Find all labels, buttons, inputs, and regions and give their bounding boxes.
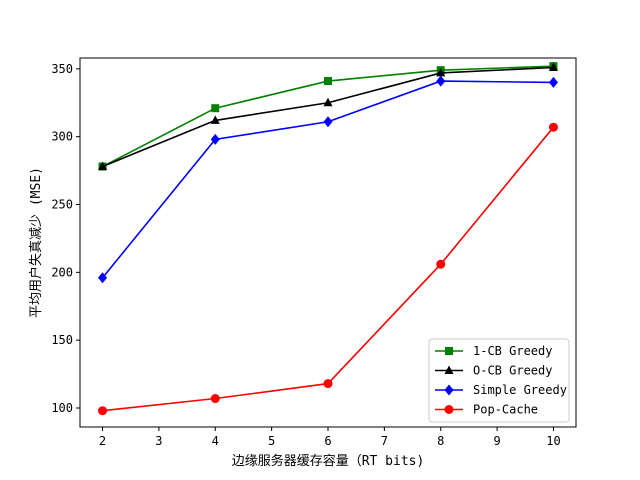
data-point [98, 272, 108, 284]
x-tick-label: 2 [99, 434, 106, 448]
data-point [210, 133, 220, 145]
data-point [323, 379, 333, 389]
legend-marker [444, 405, 454, 414]
data-point [324, 77, 332, 86]
series-2 [98, 75, 558, 284]
data-point [98, 161, 108, 171]
x-tick-label: 8 [437, 434, 444, 448]
legend-label: Simple Greedy [473, 383, 567, 397]
x-tick-label: 9 [493, 434, 500, 448]
data-point [323, 97, 333, 107]
series-line [101, 80, 554, 279]
legend: 1-CB Greedy O-CB Greedy Simple Greedy Pop-C… [428, 338, 570, 423]
data-point [98, 406, 108, 416]
legend-marker [444, 365, 454, 374]
plot-area-frame [79, 57, 577, 428]
y-tick-label: 250 [51, 198, 73, 212]
legend-marker [444, 384, 454, 396]
y-tick-label: 150 [51, 333, 73, 347]
data-point [210, 115, 220, 124]
data-point [436, 67, 446, 77]
data-point [548, 76, 558, 88]
legend-item: Pop-Cache [435, 403, 538, 417]
x-tick-label: 4 [212, 434, 219, 448]
legend-label: Pop-Cache [473, 403, 538, 417]
series-group [98, 62, 558, 416]
x-tick-label: 10 [546, 434, 560, 448]
x-axis-label: 边缘服务器缓存容量（RT bits) [232, 453, 425, 469]
data-point [323, 116, 333, 128]
y-axis-ticks: 100 150 200 250 300 350 [51, 62, 80, 415]
data-point [548, 62, 558, 71]
legend-item: O-CB Greedy [435, 364, 552, 378]
y-tick-label: 300 [51, 130, 73, 144]
legend-item: 1-CB Greedy [435, 344, 552, 358]
data-point [211, 104, 220, 113]
x-tick-label: 5 [268, 434, 275, 448]
x-axis-ticks: 2 3 4 5 6 7 8 9 10 [99, 427, 561, 448]
legend-box [428, 338, 570, 423]
data-point [436, 75, 446, 87]
legend-item: Simple Greedy [435, 383, 567, 397]
y-tick-label: 200 [51, 265, 73, 279]
legend-label: O-CB Greedy [473, 364, 552, 378]
series-3 [98, 122, 558, 416]
legend-marker [445, 347, 453, 355]
y-axis-label: 平均用户失真减少 (MSE) [28, 167, 44, 318]
data-point [548, 122, 558, 132]
x-tick-label: 3 [155, 434, 162, 448]
legend-label: 1-CB Greedy [473, 344, 552, 358]
y-tick-label: 100 [51, 401, 73, 415]
x-tick-label: 6 [324, 434, 331, 448]
x-tick-label: 7 [381, 434, 388, 448]
data-point [210, 394, 220, 404]
data-point [436, 259, 446, 269]
series-1 [98, 62, 558, 171]
y-tick-label: 350 [51, 62, 73, 76]
